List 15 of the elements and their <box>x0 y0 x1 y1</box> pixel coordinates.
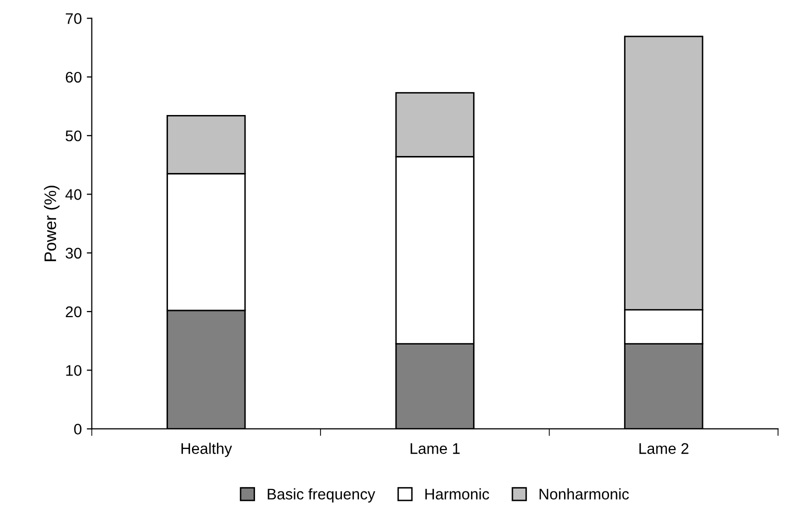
legend-label: Basic frequency <box>268 488 376 503</box>
y-tick-label: 10 <box>66 365 82 376</box>
y-tick-label: 60 <box>66 72 82 83</box>
y-tick-label: 70 <box>66 13 82 24</box>
y-tick-label: 50 <box>66 130 82 142</box>
legend-label: Harmonic <box>425 488 490 500</box>
x-tick-label: Lame 2 <box>639 443 688 454</box>
legend-label: Nonharmonic <box>540 488 629 500</box>
y-tick-label: 40 <box>65 189 82 200</box>
x-tick-label: Healthy <box>182 442 232 457</box>
y-tick-label: 20 <box>66 306 82 318</box>
y-tick-label: 0 <box>74 424 82 435</box>
y-tick-label: 30 <box>66 248 82 259</box>
y-axis-title: Power (%) <box>44 186 60 262</box>
x-tick-label: Lame 1 <box>410 443 460 454</box>
